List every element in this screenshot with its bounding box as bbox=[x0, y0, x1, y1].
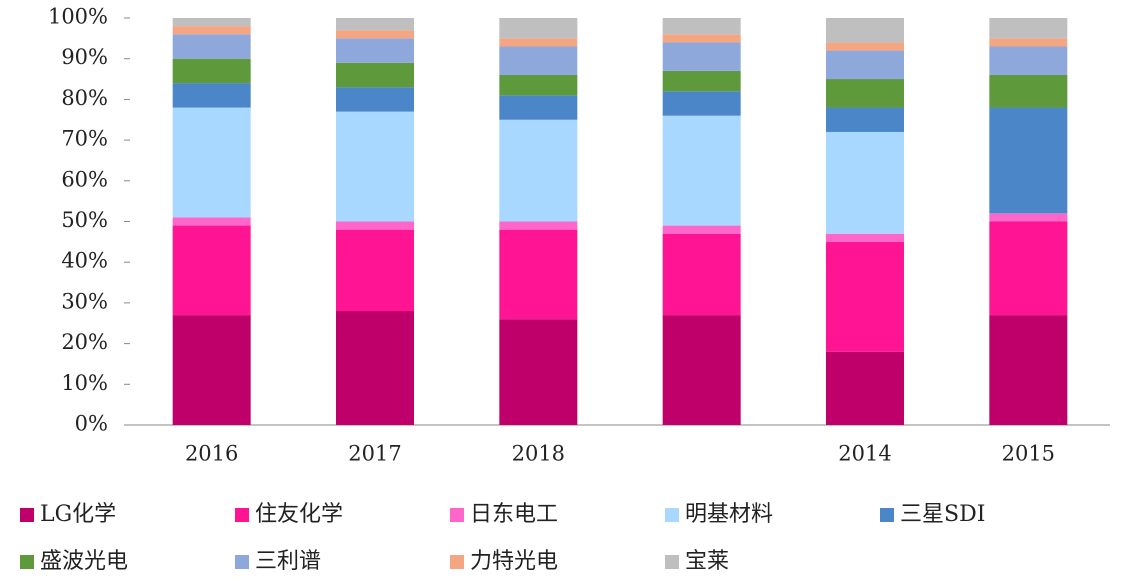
x-tick-label: 2015 bbox=[1002, 442, 1055, 466]
legend-swatch bbox=[235, 555, 249, 569]
legend-label: 盛波光电 bbox=[40, 549, 128, 574]
bar-segment bbox=[499, 229, 578, 320]
bar-segment bbox=[989, 315, 1068, 425]
bar-segment bbox=[499, 221, 578, 230]
legend-label: 住友化学 bbox=[255, 502, 343, 527]
legend-swatch bbox=[20, 555, 34, 569]
bar-segment bbox=[336, 38, 414, 63]
y-tick-label: 100% bbox=[48, 5, 108, 29]
bar-segment bbox=[662, 91, 741, 116]
legend-label: LG化学 bbox=[40, 502, 116, 527]
bar-segment bbox=[989, 18, 1068, 39]
bar-segment bbox=[172, 83, 251, 108]
bar-segment bbox=[499, 95, 578, 120]
y-tick-label: 70% bbox=[61, 127, 108, 151]
x-tick-label: 2017 bbox=[348, 442, 401, 466]
y-tick-label: 80% bbox=[61, 86, 108, 110]
legend-swatch bbox=[665, 508, 679, 522]
legend-swatch bbox=[450, 555, 464, 569]
legend-label: 三利谱 bbox=[255, 549, 321, 574]
bar-segment bbox=[662, 233, 741, 316]
legend-swatch bbox=[665, 555, 679, 569]
bar-segment bbox=[989, 221, 1068, 316]
bar-segment bbox=[826, 107, 904, 132]
x-tick-label: 2018 bbox=[512, 442, 565, 466]
bar-segment bbox=[989, 46, 1068, 75]
y-tick-label: 30% bbox=[61, 289, 108, 313]
legend-label: 三星SDI bbox=[900, 502, 985, 527]
bar-segment bbox=[336, 111, 414, 222]
bar-segment bbox=[662, 18, 741, 35]
bar-segment bbox=[662, 225, 741, 234]
bar-segment bbox=[662, 70, 741, 92]
bar-segment bbox=[172, 18, 251, 27]
bar-segment bbox=[826, 42, 904, 51]
bar-segment bbox=[336, 30, 414, 39]
bar-segment bbox=[336, 221, 414, 230]
bar-segment bbox=[499, 74, 578, 96]
y-tick-label: 0% bbox=[75, 412, 108, 436]
y-tick-label: 60% bbox=[61, 167, 108, 191]
bar-segment bbox=[172, 217, 251, 226]
bar-segment bbox=[826, 351, 904, 425]
y-tick-label: 50% bbox=[61, 208, 108, 232]
bar-segment bbox=[499, 119, 578, 222]
bar-segment bbox=[989, 38, 1068, 47]
legend-label: 宝莱 bbox=[685, 549, 729, 574]
bar-segment bbox=[336, 87, 414, 112]
bar-segment bbox=[172, 34, 251, 59]
x-tick-label: 2016 bbox=[185, 442, 238, 466]
bar-segment bbox=[989, 74, 1068, 108]
bar-segment bbox=[826, 233, 904, 242]
bar-segment bbox=[336, 62, 414, 88]
bar-segment bbox=[662, 42, 741, 71]
legend: LG化学 住友化学 日东电工 明基材料 三星SDI 盛波光电 三利谱 力特光电 宝莱 bbox=[20, 502, 985, 574]
bar-segment bbox=[499, 38, 578, 47]
y-tick-label: 40% bbox=[61, 249, 108, 273]
bar-segment bbox=[662, 115, 741, 226]
bar-segment bbox=[336, 229, 414, 312]
bar-segment bbox=[499, 18, 578, 39]
legend-label: 日东电工 bbox=[470, 502, 558, 527]
bar-segment bbox=[826, 241, 904, 352]
legend-swatch bbox=[235, 508, 249, 522]
bar-segment bbox=[499, 319, 578, 425]
bar-segment bbox=[172, 107, 251, 218]
bar-segment bbox=[989, 213, 1068, 222]
bar-segment bbox=[826, 50, 904, 80]
bar-segment bbox=[499, 46, 578, 75]
y-tick-label: 10% bbox=[61, 371, 108, 395]
bar-segment bbox=[172, 26, 251, 35]
x-tick-label: 2014 bbox=[838, 442, 891, 466]
y-tick-label: 90% bbox=[61, 45, 108, 69]
bar-segment bbox=[826, 79, 904, 108]
bar-segment bbox=[662, 34, 741, 43]
legend-label: 力特光电 bbox=[470, 549, 558, 574]
bar-segment bbox=[172, 315, 251, 425]
bar-segment bbox=[826, 131, 904, 234]
bar-segment bbox=[336, 311, 414, 425]
legend-swatch bbox=[880, 508, 894, 522]
bar-segment bbox=[172, 58, 251, 84]
bar-segment bbox=[989, 107, 1068, 214]
legend-swatch bbox=[20, 508, 34, 522]
bar-segment bbox=[172, 225, 251, 316]
legend-label: 明基材料 bbox=[685, 502, 773, 527]
bar-segment bbox=[662, 315, 741, 425]
bar-segment bbox=[826, 18, 904, 43]
legend-swatch bbox=[450, 508, 464, 522]
y-tick-label: 20% bbox=[61, 330, 108, 354]
bar-segment bbox=[336, 18, 414, 31]
